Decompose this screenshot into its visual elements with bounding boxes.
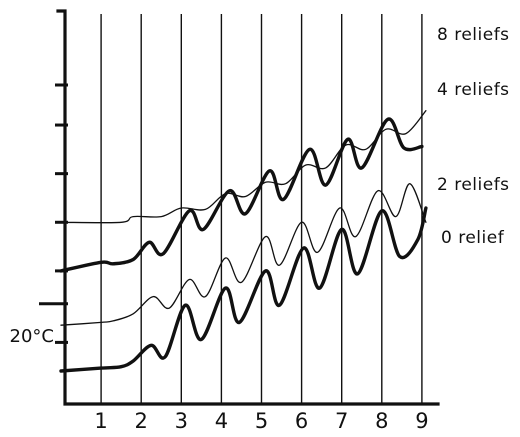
series-label-4-reliefs: 4 reliefs: [437, 80, 510, 100]
series-line-4-reliefs: [59, 117, 424, 273]
x-tick-label-9: 9: [415, 409, 428, 433]
x-tick-labels: 1 2 3 4 5 6 7 8 9: [94, 409, 428, 433]
axis-frame: [56, 9, 440, 406]
x-tick-label-6: 6: [295, 409, 308, 433]
x-tick-label-4: 4: [215, 409, 228, 433]
series-line-0-relief: [59, 206, 428, 373]
y-axis-ticks: [39, 83, 68, 344]
series-label-8-reliefs: 8 reliefs: [437, 25, 510, 45]
temperature-curves: [59, 110, 428, 373]
series-label-2-reliefs: 2 reliefs: [437, 175, 510, 195]
x-tick-label-3: 3: [175, 409, 188, 433]
series-line-8-reliefs: [60, 110, 427, 224]
x-tick-label-2: 2: [135, 409, 148, 433]
x-tick-label-8: 8: [375, 409, 388, 433]
x-tick-label-1: 1: [94, 409, 107, 433]
x-tick-label-5: 5: [255, 409, 268, 433]
series-labels: 8 reliefs 4 reliefs 2 reliefs 0 relief: [437, 25, 510, 248]
series-line-2-reliefs: [60, 183, 427, 326]
y-marker-label: 20°C: [10, 326, 54, 347]
series-label-0-relief: 0 relief: [441, 228, 505, 248]
x-tick-label-7: 7: [335, 409, 348, 433]
axes: [56, 9, 440, 406]
